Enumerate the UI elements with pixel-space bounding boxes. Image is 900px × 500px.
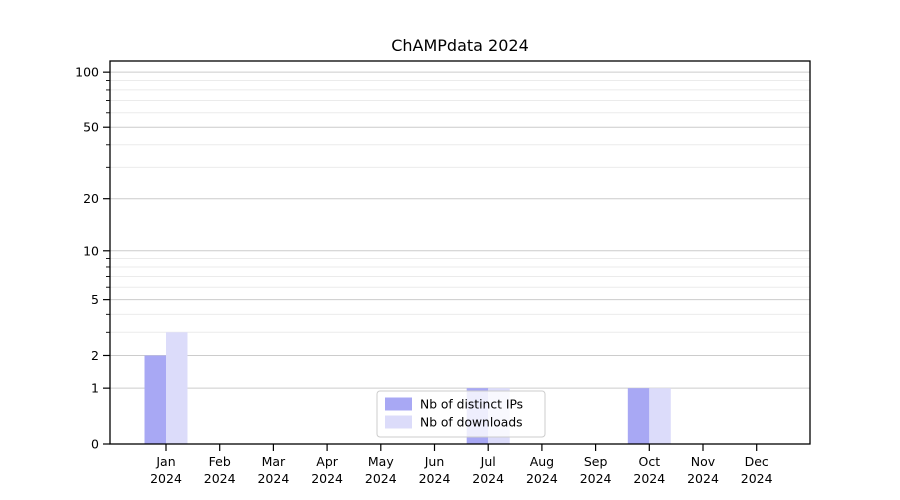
x-tick-label: Feb 2024	[204, 454, 236, 486]
x-tick-label: Nov 2024	[687, 454, 719, 486]
bar-downloads-oct	[649, 388, 671, 444]
x-tick-label: Jan 2024	[150, 454, 182, 486]
x-tick-label: Jun 2024	[419, 454, 451, 486]
bar-distinct-ips-jan	[144, 355, 166, 444]
legend-swatch-downloads	[385, 415, 412, 429]
legend-box	[376, 390, 546, 438]
y-tick-label: 5	[91, 292, 99, 307]
axes: 0 1 2 5 10 20 50 100 Jan 2024 Feb 2024 Mar 2024 Apr 202…	[75, 65, 773, 486]
y-tick-label: 2	[91, 348, 99, 363]
legend: Nb of distinct IPs Nb of downloads	[376, 390, 546, 438]
y-tick-label: 0	[91, 437, 99, 452]
plot-frame	[109, 60, 811, 445]
major-gridlines	[110, 71, 810, 389]
y-tick-label: 50	[83, 120, 99, 135]
y-tick-label: 20	[83, 191, 99, 206]
legend-swatch-distinct-ips	[385, 397, 412, 411]
y-tick-label: 1	[91, 381, 99, 396]
x-tick-label: May 2024	[365, 454, 397, 486]
x-tick-label: Jul 2024	[472, 454, 504, 486]
legend-label-downloads: Nb of downloads	[420, 416, 523, 430]
y-tick-label: 10	[83, 243, 99, 258]
x-tick-label: Oct 2024	[633, 454, 665, 486]
legend-label-distinct-ips: Nb of distinct IPs	[420, 398, 523, 412]
bar-downloads-jan	[166, 332, 188, 444]
y-tick-label: 100	[75, 65, 99, 80]
bar-distinct-ips-oct	[627, 388, 650, 444]
x-tick-label: Dec 2024	[741, 454, 773, 486]
minor-gridlines	[110, 80, 810, 333]
x-tick-label: Aug 2024	[526, 454, 558, 486]
chart-title: ChAMPdata 2024	[391, 36, 529, 55]
x-tick-label: Sep 2024	[580, 454, 612, 486]
x-tick-label: Mar 2024	[257, 454, 289, 486]
x-tick-label: Apr 2024	[311, 454, 343, 486]
